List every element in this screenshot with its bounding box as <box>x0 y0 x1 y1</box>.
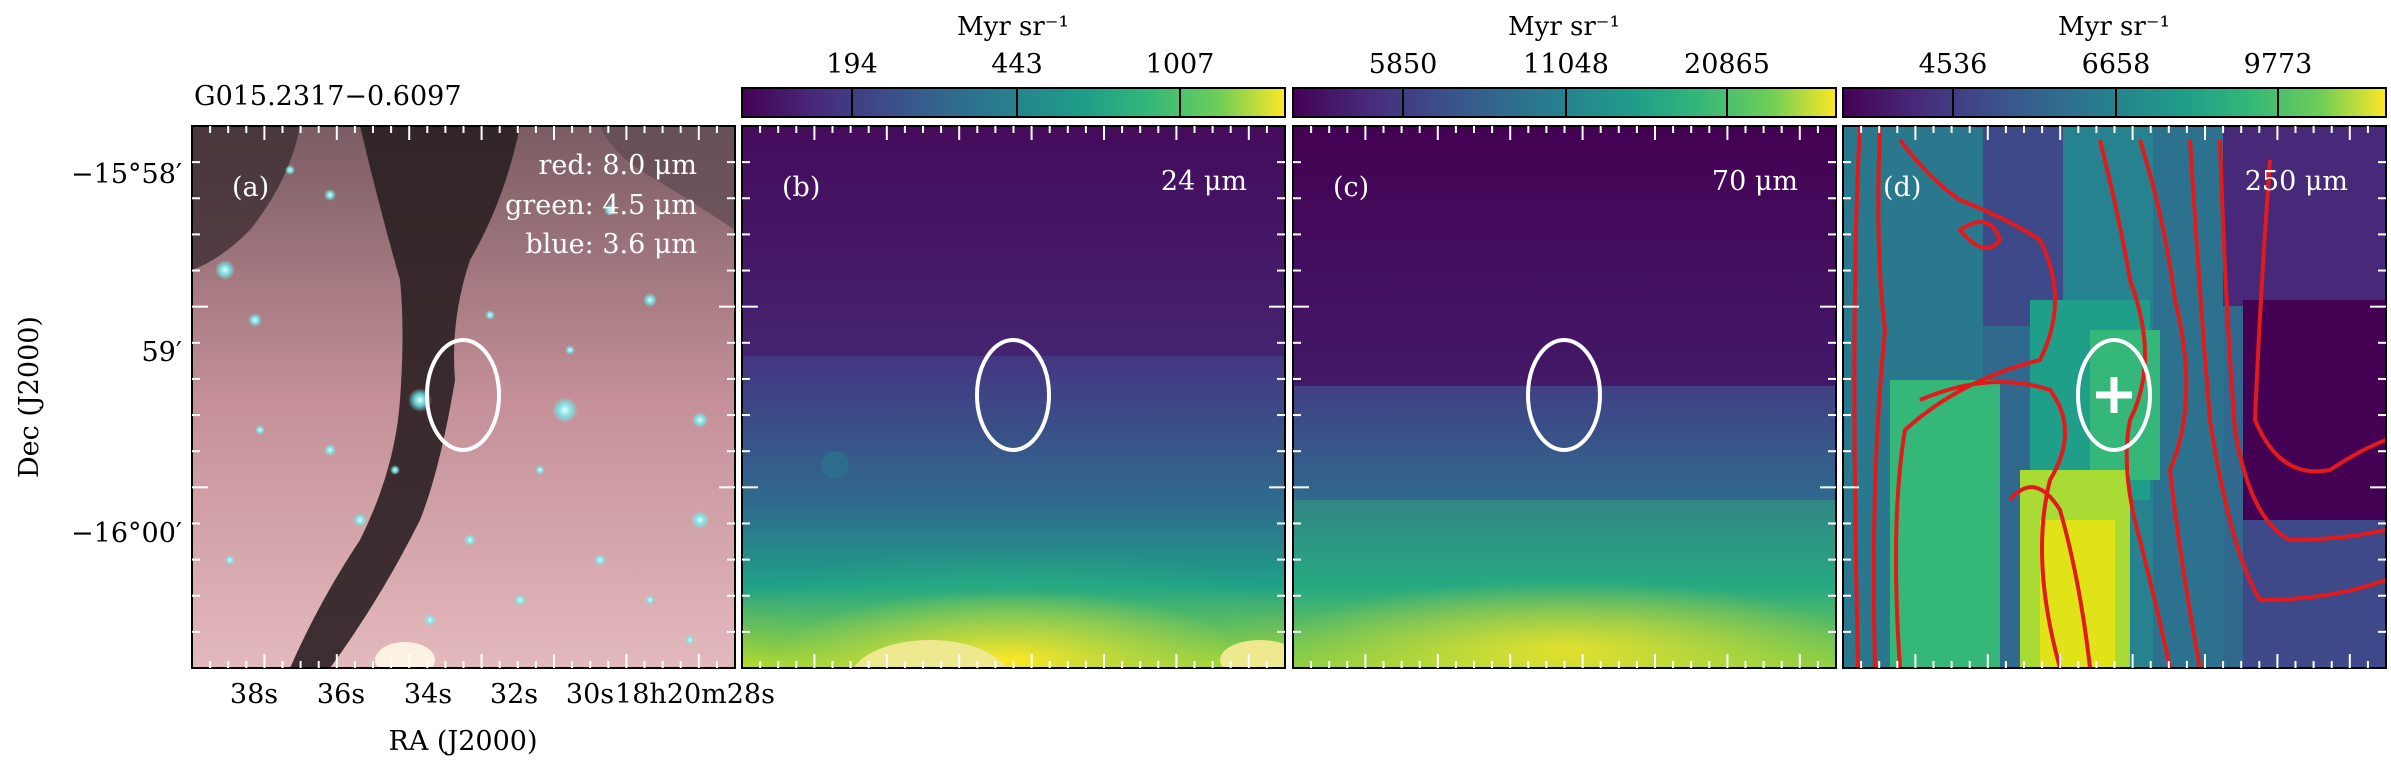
ra-tick-1: 36s <box>317 679 365 710</box>
star <box>565 345 575 355</box>
ra-tick-3: 32s <box>490 679 538 710</box>
star <box>643 293 657 307</box>
panel-d-band: 250 μm <box>2245 166 2348 197</box>
ra-tick-0: 38s <box>230 679 278 710</box>
star <box>535 465 545 475</box>
colorbar-d-tick-2: 9773 <box>2244 49 2313 80</box>
star <box>514 594 526 606</box>
ra-tick-4: 30s <box>566 679 614 710</box>
star <box>691 511 709 529</box>
colorbar-b: Myr sr⁻¹ 194 443 1007 <box>741 12 1286 118</box>
colorbar-d-tick-1: 6658 <box>2082 49 2151 80</box>
source-ellipse <box>2076 338 2152 452</box>
colorbar-c-tick-2: 20865 <box>1684 49 1770 80</box>
legend-green: green: 4.5 μm <box>505 190 697 221</box>
star <box>324 444 336 456</box>
panel-c: (c) 70 μm <box>1292 125 1837 669</box>
star <box>692 412 708 428</box>
legend-blue: blue: 3.6 μm <box>525 229 697 260</box>
star <box>424 614 436 626</box>
source-name: G015.2317−0.6097 <box>194 81 462 112</box>
colorbar-c: Myr sr⁻¹ 5850 11048 20865 <box>1292 12 1837 118</box>
star <box>604 204 616 216</box>
star <box>594 554 606 566</box>
colorbar-b-tick-2: 1007 <box>1146 49 1215 80</box>
star <box>225 555 235 565</box>
dark-filament <box>290 126 520 668</box>
star <box>485 310 495 320</box>
star <box>552 397 578 423</box>
star <box>464 534 476 546</box>
colorbar-b-unit: Myr sr⁻¹ <box>957 12 1069 42</box>
x-axis-label: RA (J2000) <box>388 726 537 757</box>
star <box>324 189 336 201</box>
source-ellipse <box>1526 338 1602 452</box>
colorbar-b-tick-1: 443 <box>991 49 1043 80</box>
panel-b-label: (b) <box>782 172 820 203</box>
colorbar-c-tick-0: 5850 <box>1369 49 1438 80</box>
star <box>248 313 262 327</box>
star <box>685 635 695 645</box>
dec-tick-1: 59′ <box>142 337 183 368</box>
panel-b-band: 24 μm <box>1161 166 1247 197</box>
source-ellipse <box>975 338 1051 452</box>
axis-ticks <box>192 126 2386 668</box>
star <box>255 425 265 435</box>
star <box>215 260 235 280</box>
star <box>390 465 400 475</box>
colorbar-d: Myr sr⁻¹ 4536 6658 9773 <box>1842 12 2387 118</box>
colorbar-d-tick-0: 4536 <box>1919 49 1988 80</box>
legend-red: red: 8.0 μm <box>538 150 697 181</box>
contours <box>1852 126 2386 668</box>
ra-tick-5: 18h20m28s <box>615 679 775 710</box>
ra-tick-2: 34s <box>404 679 452 710</box>
star <box>285 165 295 175</box>
panel-a-label: (a) <box>232 172 269 203</box>
panel-d-label: (d) <box>1883 172 1921 203</box>
colorbar-b-tick-0: 194 <box>826 49 878 80</box>
peak-marker <box>2096 377 2132 413</box>
star <box>645 595 655 605</box>
panel-a: (a) red: 8.0 μm green: 4.5 μm blue: 3.6 … <box>191 125 736 669</box>
panel-d: (d) 250 μm <box>1842 125 2387 669</box>
panel-b: (b) 24 μm <box>741 125 1286 669</box>
y-axis-label: Dec (J2000) <box>14 316 45 478</box>
dec-tick-0: −15°58′ <box>71 159 182 190</box>
colorbar-c-unit: Myr sr⁻¹ <box>1508 12 1620 42</box>
colorbar-c-tick-1: 11048 <box>1523 49 1609 80</box>
star <box>353 513 367 527</box>
panel-c-label: (c) <box>1333 172 1369 203</box>
source-ellipse <box>425 338 501 452</box>
dec-tick-2: −16°00′ <box>71 518 182 549</box>
colorbar-d-unit: Myr sr⁻¹ <box>2058 12 2170 42</box>
panel-c-band: 70 μm <box>1712 166 1798 197</box>
